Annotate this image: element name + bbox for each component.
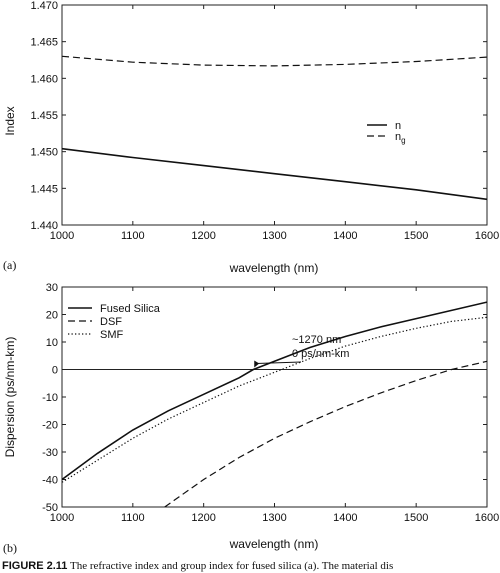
panel-b-y-tick-label: -40 bbox=[42, 475, 58, 487]
panel-b-y-tick-label: 20 bbox=[46, 310, 58, 322]
panel-a-label: (a) bbox=[3, 258, 16, 272]
panel-a-x-axis-title: wavelength (nm) bbox=[229, 261, 319, 275]
caption-text: The refractive index and group index for… bbox=[69, 560, 394, 572]
panel-b-y-tick-label: -30 bbox=[42, 447, 58, 459]
panel-b-y-tick-label: -50 bbox=[42, 502, 58, 514]
panel-b-y-tick-label: 30 bbox=[46, 282, 58, 294]
panel-b-x-tick-label: 1400 bbox=[333, 512, 357, 524]
panel-a-series-line-n bbox=[62, 147, 487, 201]
panel-b-y-tick-label: -20 bbox=[42, 420, 58, 432]
panel-b-legend-label-smf: SMF bbox=[100, 329, 124, 341]
panel-b-y-tick-label: 10 bbox=[46, 337, 58, 349]
panel-b-plot-frame bbox=[61, 286, 488, 508]
figure-caption: FIGURE 2.11 The refractive index and gro… bbox=[2, 560, 500, 573]
panel-a-y-tick-label: 1.450 bbox=[30, 147, 58, 159]
panel-b-label: (b) bbox=[3, 541, 17, 555]
panel-a-x-tick-label: 1100 bbox=[121, 230, 145, 242]
panel-b-y-tick-label: -10 bbox=[42, 392, 58, 404]
panel-b-annotation-arrow-line bbox=[256, 361, 302, 364]
panel-a-legend-label-n: n bbox=[395, 120, 401, 132]
panel-b-annotation-line1: ~1270 nm bbox=[292, 334, 341, 346]
panel-a-x-tick-label: 1300 bbox=[262, 230, 286, 242]
panel-b-y-tick-label: 0 bbox=[52, 365, 58, 377]
panel-a-y-tick-label: 1.440 bbox=[30, 220, 58, 232]
panel-b-x-tick-label: 1300 bbox=[262, 512, 286, 524]
panel-b-x-tick-label: 1200 bbox=[191, 512, 215, 524]
panel-a-legend-subscript: g bbox=[401, 136, 405, 145]
panel-b-annotation-arrow-head bbox=[254, 360, 260, 368]
caption-label: FIGURE 2.11 bbox=[2, 560, 68, 572]
panel-a-y-tick-label: 1.470 bbox=[30, 0, 58, 12]
panel-a-series-line-n-g bbox=[62, 55, 487, 67]
panel-a-x-tick-label: 1400 bbox=[333, 230, 357, 242]
panel-a-y-tick-label: 1.455 bbox=[30, 110, 58, 122]
panel-b-x-tick-label: 1500 bbox=[404, 512, 428, 524]
panel-a-x-tick-label: 1000 bbox=[50, 230, 74, 242]
panel-b-legend-label-fused-silica: Fused Silica bbox=[100, 303, 161, 315]
panel-b-y-axis-title: Dispersion (ps/nm-km) bbox=[3, 337, 17, 458]
panel-a-y-tick-label: 1.445 bbox=[30, 183, 58, 195]
panel-a-x-tick-label: 1500 bbox=[404, 230, 428, 242]
panel-b-dispersion-chart: Dispersion (ps/nm-km) wavelength (nm) (b… bbox=[3, 282, 499, 555]
panel-a-index-chart: Index wavelength (nm) (a) 1000 1100 1200 13… bbox=[3, 0, 499, 275]
panel-b-series-line-fused-silica bbox=[62, 301, 487, 481]
panel-a-plot-frame bbox=[61, 4, 488, 226]
panel-a-y-axis-title: Index bbox=[3, 106, 17, 135]
panel-b-legend-label-dsf: DSF bbox=[100, 316, 122, 328]
panel-b-x-tick-label: 1100 bbox=[121, 512, 145, 524]
panel-b-series-line-dsf bbox=[164, 360, 487, 507]
panel-b-annotation-line2: 0 ps/nm-km bbox=[292, 348, 349, 360]
panel-b-x-tick-label: 1000 bbox=[50, 512, 74, 524]
panel-a-y-tick-label: 1.460 bbox=[30, 73, 58, 85]
panel-b-series-line-smf bbox=[62, 316, 487, 483]
panel-a-legend-label-n-g: ng bbox=[395, 131, 406, 145]
panel-b-x-tick-label: 1600 bbox=[475, 512, 499, 524]
panel-a-y-tick-label: 1.465 bbox=[30, 37, 58, 49]
panel-a-x-tick-label: 1200 bbox=[191, 230, 215, 242]
panel-b-x-axis-title: wavelength (nm) bbox=[229, 537, 319, 551]
panel-a-x-tick-label: 1600 bbox=[475, 230, 499, 242]
